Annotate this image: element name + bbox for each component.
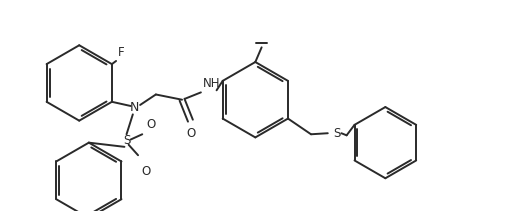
- Text: S: S: [123, 134, 130, 147]
- Text: F: F: [118, 46, 125, 59]
- Text: S: S: [333, 127, 340, 140]
- Text: NH: NH: [203, 77, 220, 90]
- Text: O: O: [141, 165, 150, 178]
- Text: N: N: [130, 100, 139, 114]
- Text: O: O: [187, 127, 196, 140]
- Text: O: O: [146, 118, 156, 131]
